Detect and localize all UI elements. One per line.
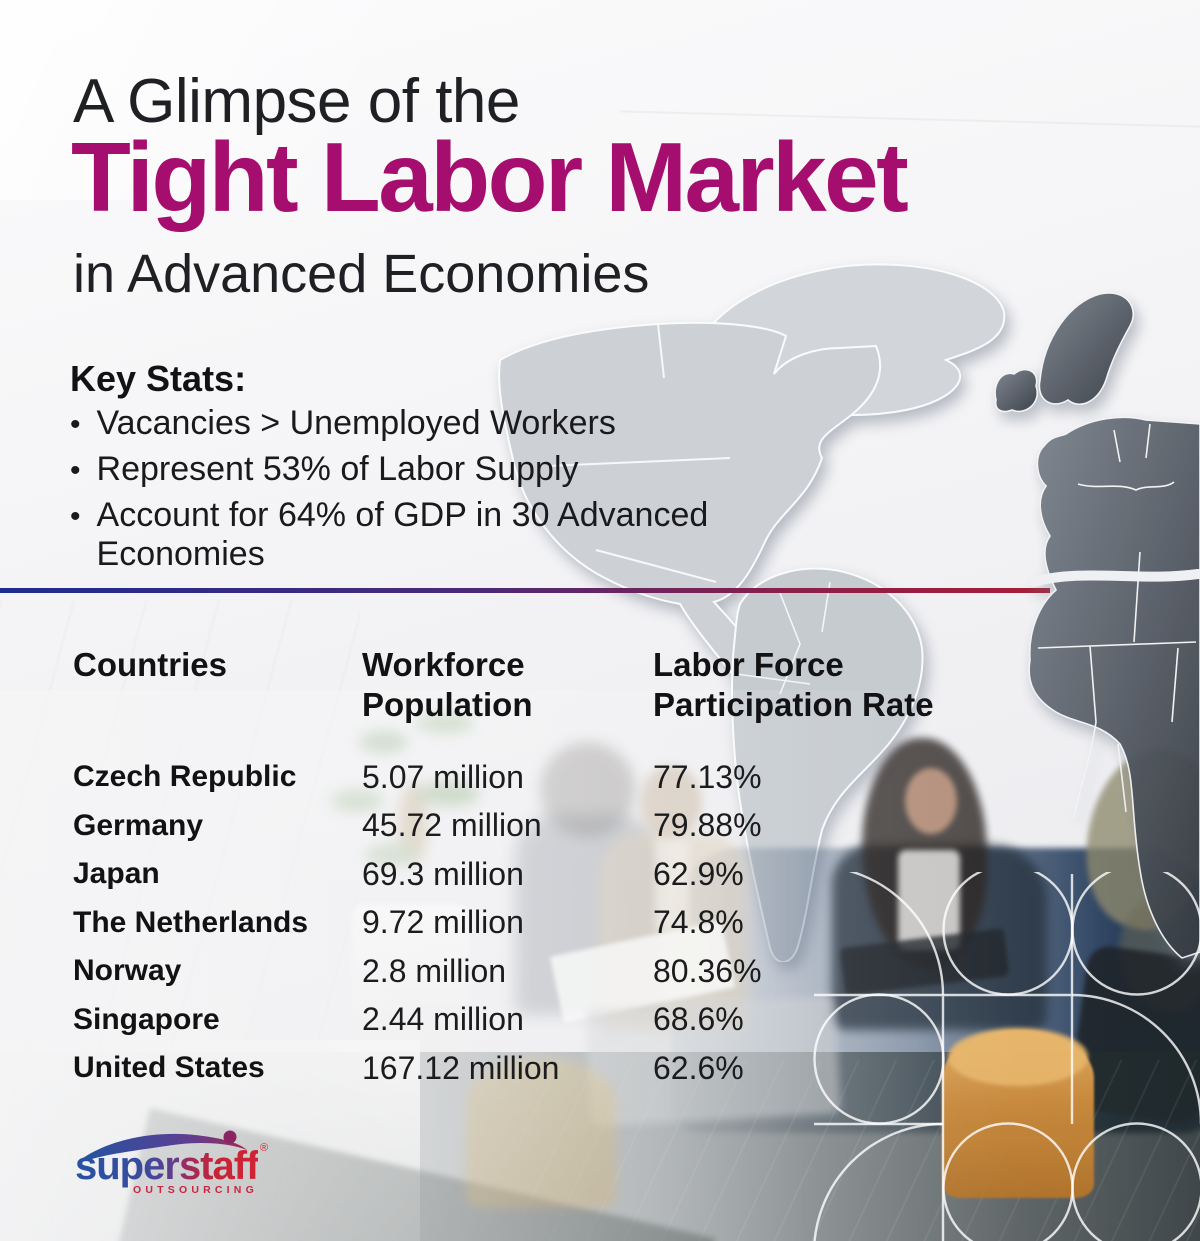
workforce-population-value: 9.72 million [362,904,524,941]
table-row: Germany 45.72 million 79.88% [0,802,1100,851]
table-row: Japan 69.3 million 62.9% [0,850,1100,899]
registered-trademark-symbol: ® [260,1142,269,1154]
participation-rate-value: 62.9% [653,855,744,892]
column-header-line: Countries [73,646,228,683]
column-header-line: Workforce [362,646,525,683]
world-map-dark-graphic [994,292,1200,959]
participation-rate-value: 62.6% [653,1049,744,1086]
column-header-line: Population [362,686,533,723]
table-row: Singapore 2.44 million 68.6% [0,996,1100,1045]
workforce-population-value: 69.3 million [362,855,524,892]
white-fade-overlay [0,690,1200,1241]
table-row: Czech Republic 5.07 million 77.13% [0,753,1100,802]
mediterranean-sea-gap [1029,569,1200,587]
country-name: Norway [73,954,182,988]
superstaff-logo: superstaff ® OUTSOURCING [75,1130,275,1196]
participation-rate-value: 68.6% [653,1001,744,1038]
country-name: The Netherlands [73,905,309,939]
key-stat-item: • Vacancies > Unemployed Workers [70,404,830,450]
table-row: The Netherlands 9.72 million 74.8% [0,899,1100,948]
key-stat-text: Represent 53% of Labor Supply [96,450,579,488]
country-table: Czech Republic 5.07 million 77.13% Germa… [0,753,1100,1093]
workforce-population-value: 45.72 million [362,807,542,844]
bullet-icon: • [70,454,81,487]
column-header-countries: Countries [73,645,227,685]
logo-word-staff: staff [178,1144,259,1188]
participation-rate-value: 74.8% [653,904,744,941]
logo-person-head [223,1130,237,1144]
logo-swoosh-icon [83,1130,247,1160]
scandinavia-shape [1038,292,1135,405]
key-stat-item: • Represent 53% of Labor Supply [70,450,830,496]
north-america-borders [547,323,731,583]
participation-rate-value: 79.88% [653,807,762,844]
logo-wordmark: superstaff [75,1144,259,1188]
workforce-population-value: 2.44 million [362,1001,524,1038]
key-stats-list: • Vacancies > Unemployed Workers • Repre… [70,404,830,573]
europe-africa-shape [1028,416,1200,959]
bullet-icon: • [70,500,81,533]
table-row: Norway 2.8 million 80.36% [0,947,1100,996]
country-name: Singapore [73,1002,220,1036]
country-name: Czech Republic [73,760,297,794]
bullet-icon: • [70,408,81,441]
column-header-line: Labor Force [653,646,844,683]
wall-highlight [0,0,520,200]
logo-word-super: super [75,1144,180,1188]
key-stat-text: Account for 64% of GDP in 30 Advanced Ec… [96,496,709,573]
key-stat-item: • Account for 64% of GDP in 30 Advanced … [70,496,830,573]
key-stat-text: Vacancies > Unemployed Workers [96,404,616,442]
logo-tagline: OUTSOURCING [133,1184,258,1196]
circle-pattern-decoration [813,872,1200,1241]
section-divider-line [0,588,1050,593]
country-name: Japan [73,857,160,891]
uk-shape [994,368,1039,413]
title-line-1: A Glimpse of the [73,67,520,136]
participation-rate-value: 77.13% [653,758,762,795]
title-line-2: Tight Labor Market [71,122,909,232]
column-header-participation-rate: Labor Force Participation Rate [653,645,934,725]
table-row: United States 167.12 million 62.6% [0,1044,1100,1093]
participation-rate-value: 80.36% [653,952,762,989]
workforce-population-value: 5.07 million [362,758,524,795]
column-header-line: Participation Rate [653,686,934,723]
europe-africa-borders [1037,423,1197,819]
country-name: Germany [73,808,204,842]
workforce-population-value: 167.12 million [362,1049,560,1086]
column-header-workforce-population: Workforce Population [362,645,532,725]
title-line-3: in Advanced Economies [73,244,650,304]
workforce-population-value: 2.8 million [362,952,507,989]
key-stats-heading: Key Stats: [70,358,247,399]
country-name: United States [73,1051,265,1085]
